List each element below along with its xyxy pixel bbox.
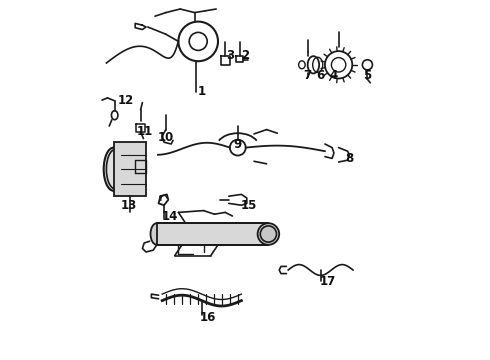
Bar [157,223,269,245]
Ellipse shape [104,148,123,191]
Text: 4: 4 [329,69,337,82]
Text: 6: 6 [317,69,325,82]
Text: 17: 17 [319,275,336,288]
Text: 10: 10 [158,131,174,144]
Text: 7: 7 [303,69,311,82]
Text: 14: 14 [161,210,177,223]
Ellipse shape [258,223,279,245]
Text: 3: 3 [226,49,234,62]
Text: 8: 8 [345,152,353,165]
Ellipse shape [150,223,163,245]
Text: 12: 12 [118,94,134,107]
Bar [114,142,146,196]
Text: 2: 2 [241,49,249,62]
Text: 9: 9 [234,138,242,151]
Text: 5: 5 [363,69,371,82]
Text: 13: 13 [121,199,137,212]
Text: 1: 1 [198,85,206,98]
Text: 15: 15 [241,199,257,212]
Text: 16: 16 [200,311,217,324]
Text: 11: 11 [137,125,153,138]
